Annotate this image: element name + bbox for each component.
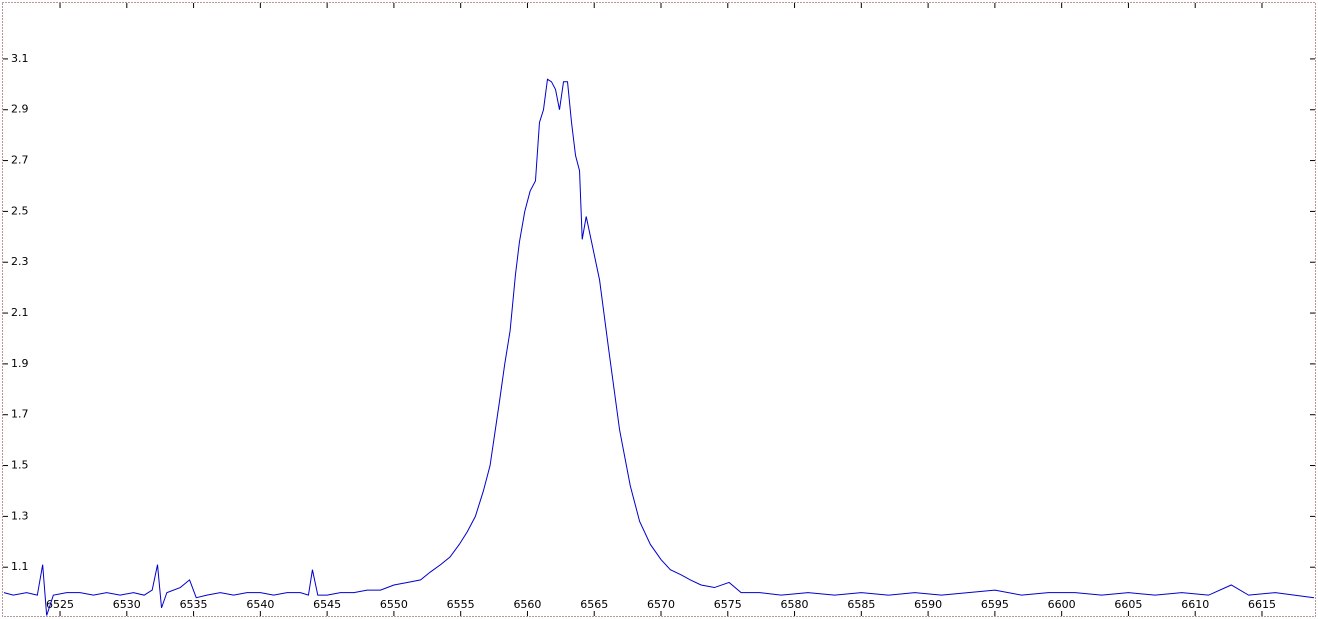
x-tick-label: 6570 (647, 598, 675, 611)
x-tick-label: 6600 (1048, 598, 1076, 611)
y-tick-label: 2.7 (11, 154, 29, 167)
y-tick-label: 1.5 (11, 459, 29, 472)
x-tick-label: 6525 (46, 598, 74, 611)
x-tick-label: 6610 (1181, 598, 1209, 611)
x-tick-label: 6580 (781, 598, 809, 611)
x-tick-label: 6535 (180, 598, 208, 611)
y-tick-label: 1.7 (11, 408, 29, 421)
x-tick-label: 6530 (113, 598, 141, 611)
spectrum-line (3, 78, 1315, 616)
y-tick-label: 2.9 (11, 103, 29, 116)
x-tick-label: 6565 (580, 598, 608, 611)
x-tick-label: 6605 (1114, 598, 1142, 611)
x-tick-label: 6590 (914, 598, 942, 611)
x-tick-label: 6555 (447, 598, 475, 611)
y-tick-label: 1.3 (11, 509, 29, 522)
x-tick-label: 6615 (1248, 598, 1276, 611)
x-tick-label: 6585 (847, 598, 875, 611)
x-tick-label: 6540 (246, 598, 274, 611)
x-tick-label: 6550 (380, 598, 408, 611)
x-tick-label: 6545 (313, 598, 341, 611)
x-tick-label: 6595 (981, 598, 1009, 611)
y-tick-label: 2.1 (11, 306, 29, 319)
x-tick-label: 6575 (714, 598, 742, 611)
y-tick-label: 2.5 (11, 204, 29, 217)
y-tick-label: 1.1 (11, 560, 29, 573)
y-tick-label: 3.1 (11, 52, 29, 65)
y-tick-label: 2.3 (11, 255, 29, 268)
y-tick-label: 1.9 (11, 357, 29, 370)
x-tick-label: 6560 (513, 598, 541, 611)
